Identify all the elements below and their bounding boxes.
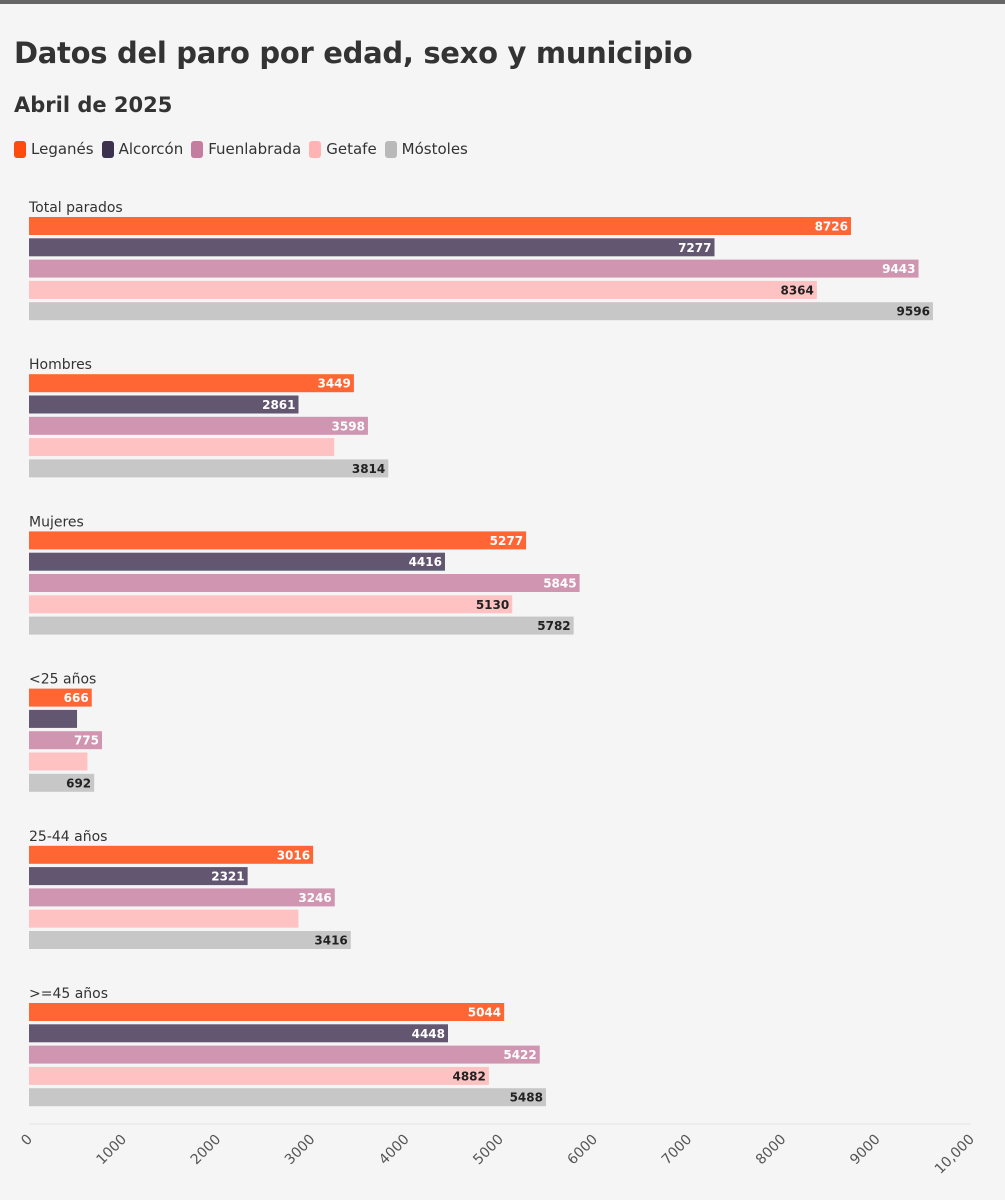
x-tick-label: 0	[18, 1132, 36, 1150]
legend-item-fuenlabrada[interactable]: Fuenlabrada	[191, 140, 301, 158]
bar-label-mostoles: 3416	[314, 934, 347, 948]
bar-label-leganes: 3449	[317, 377, 350, 391]
bar-fuenlabrada	[29, 416, 368, 435]
bar-alcorcon	[29, 552, 445, 571]
bar-fuenlabrada	[29, 731, 103, 750]
bar-mostoles	[29, 1088, 546, 1107]
bar-alcorcon	[29, 395, 299, 414]
bar-fuenlabrada	[29, 888, 335, 907]
bar-label-fuenlabrada: 3246	[298, 891, 331, 905]
bar-leganes	[29, 688, 92, 707]
chart-subtitle: Abril de 2025	[14, 93, 173, 117]
x-tick-label: 7000	[659, 1132, 696, 1169]
x-tick-label: 4000	[376, 1132, 413, 1169]
bar-label-alcorcon: 4416	[409, 555, 442, 569]
bar-getafe	[29, 438, 335, 457]
bar-label-fuenlabrada: 5422	[503, 1048, 536, 1062]
bar-getafe	[29, 752, 88, 771]
bar-mostoles	[29, 302, 933, 321]
group-label-25-44-anos: 25-44 años	[29, 829, 107, 845]
bar-label-fuenlabrada: 3598	[332, 419, 365, 433]
legend-item-leganes[interactable]: Leganés	[14, 140, 94, 158]
bar-alcorcon	[29, 867, 248, 886]
legend: Leganés Alcorcón Fuenlabrada Getafe Móst…	[14, 140, 476, 158]
bar-label-getafe: 8364	[780, 283, 813, 297]
group-label-total-parados: Total parados	[28, 200, 123, 216]
legend-swatch-getafe	[309, 140, 322, 158]
bar-label-alcorcon: 4448	[412, 1027, 445, 1041]
bar-leganes	[29, 531, 527, 550]
top-border	[0, 0, 1005, 4]
bar-leganes	[29, 845, 314, 864]
bar-mostoles	[29, 459, 389, 478]
bar-getafe	[29, 280, 817, 299]
bar-mostoles	[29, 773, 95, 792]
bar-leganes	[29, 1003, 505, 1021]
legend-label-getafe: Getafe	[326, 140, 377, 158]
bar-alcorcon	[29, 1024, 449, 1043]
bar-fuenlabrada	[29, 259, 919, 278]
bar-label-mostoles: 9596	[897, 305, 930, 319]
bar-label-leganes: 5044	[468, 1006, 501, 1020]
bar-label-alcorcon: 7277	[678, 241, 711, 255]
bar-label-leganes: 666	[64, 691, 89, 705]
legend-swatch-fuenlabrada	[191, 140, 204, 158]
bar-getafe	[29, 595, 513, 614]
chart-title: Datos del paro por edad, sexo y municipi…	[14, 36, 693, 70]
bar-alcorcon	[29, 709, 78, 728]
x-tick-label: 2000	[188, 1132, 225, 1169]
group-label-mujeres: Mujeres	[29, 514, 84, 530]
bar-label-fuenlabrada: 9443	[882, 262, 915, 276]
bar-mostoles	[29, 931, 351, 949]
bar-label-getafe: 5130	[476, 598, 509, 612]
bar-mostoles	[29, 616, 574, 635]
group-label-45-anos: >=45 años	[29, 986, 108, 1002]
x-tick-label: 10,000	[932, 1132, 978, 1178]
x-tick-label: 8000	[753, 1132, 790, 1169]
bar-fuenlabrada	[29, 574, 580, 592]
x-tick-label: 5000	[470, 1132, 507, 1169]
legend-label-fuenlabrada: Fuenlabrada	[208, 140, 302, 158]
bar-label-mostoles: 692	[66, 776, 91, 790]
legend-swatch-alcorcon	[101, 140, 114, 158]
bar-getafe	[29, 909, 299, 928]
group-label-25-anos: <25 años	[29, 672, 96, 688]
legend-label-leganes: Leganés	[31, 140, 94, 158]
bar-label-mostoles: 5488	[510, 1091, 543, 1105]
x-tick-label: 9000	[847, 1132, 884, 1169]
bar-getafe	[29, 1066, 489, 1085]
legend-item-getafe[interactable]: Getafe	[309, 140, 377, 158]
legend-label-alcorcon: Alcorcón	[118, 140, 184, 158]
bar-label-getafe: 4882	[452, 1069, 485, 1083]
bar-label-fuenlabrada: 775	[74, 734, 99, 748]
legend-item-alcorcon[interactable]: Alcorcón	[101, 140, 184, 158]
bar-fuenlabrada	[29, 1045, 540, 1064]
bar-label-alcorcon: 2321	[211, 870, 244, 884]
bar-label-fuenlabrada: 5845	[543, 577, 576, 591]
legend-swatch-leganes	[14, 140, 26, 158]
legend-swatch-mostoles	[384, 140, 397, 158]
x-tick-label: 3000	[282, 1132, 319, 1169]
bar-label-alcorcon: 2861	[262, 398, 295, 412]
bar-label-leganes: 3016	[277, 848, 310, 862]
bar-label-leganes: 5277	[490, 534, 523, 548]
bar-alcorcon	[29, 238, 715, 257]
group-label-hombres: Hombres	[29, 357, 92, 373]
bar-label-mostoles: 5782	[537, 619, 570, 633]
legend-label-mostoles: Móstoles	[401, 140, 468, 158]
bar-label-mostoles: 3814	[352, 462, 385, 476]
bar-leganes	[29, 374, 354, 393]
legend-item-mostoles[interactable]: Móstoles	[384, 140, 468, 158]
bar-leganes	[29, 217, 851, 235]
bar-label-leganes: 8726	[815, 220, 848, 234]
x-tick-label: 6000	[565, 1132, 602, 1169]
x-tick-label: 1000	[94, 1132, 131, 1169]
